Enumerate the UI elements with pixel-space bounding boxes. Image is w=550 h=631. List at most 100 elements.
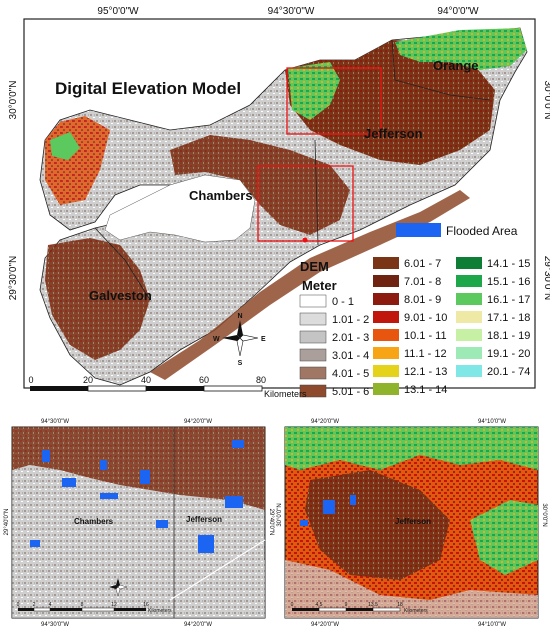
- east-label: E: [261, 336, 266, 343]
- legend-label-c3-5: 19.1 - 20: [487, 348, 530, 360]
- main-right-coord-1: 30°0'0"N: [542, 81, 550, 120]
- legend-swatch-c3-4: [456, 329, 482, 341]
- main-left-coord-1: 30°0'0"N: [8, 81, 19, 120]
- inset-left-bottom-coord-2: 94°20'0"W: [184, 622, 212, 628]
- inset-left-scale-bar: 0 2 4 8 12 16 Kilometers: [17, 602, 173, 614]
- inset-left-scale-8: 8: [81, 602, 84, 608]
- legend-label-c3-6: 20.1 - 74: [487, 366, 530, 378]
- inset-left-scale-unit: Kilometers: [148, 608, 172, 614]
- north-arrow-icon: N S E W: [213, 313, 266, 367]
- legend-unit: Meter: [302, 278, 337, 293]
- county-label-galveston: Galveston: [89, 288, 152, 303]
- inset-right-top-coord-2: 94°10'0"W: [478, 419, 506, 425]
- flood-patch: [323, 500, 335, 514]
- legend-swatch-c2-1: [373, 275, 399, 287]
- inset-right-scale-13-5: 13.5: [368, 602, 378, 608]
- inset-left-scale-16: 16: [143, 602, 149, 608]
- inset-right-green-east: [470, 500, 538, 575]
- flood-patch: [100, 460, 107, 470]
- inset-right-right-coord: 30°0'0"N: [541, 503, 547, 526]
- inset-left-top-coord-1: 94°30'0"W: [41, 419, 69, 425]
- inset-right-low-zone: [285, 560, 538, 618]
- coastal-strip: [150, 190, 470, 380]
- inset-left-left-coord: 29°40'0"N: [4, 509, 10, 536]
- scale-tick-0: 0: [28, 375, 33, 385]
- flood-patch: [42, 450, 50, 462]
- inset-left-label-jefferson: Jefferson: [186, 515, 222, 524]
- main-top-coord-1: 95°0'0"W: [97, 6, 139, 17]
- study-box-north: [286, 67, 382, 135]
- main-left-coord-2: 29°30'0"N: [8, 256, 19, 301]
- legend-swatch-c3-3: [456, 311, 482, 323]
- inset-left-low-zone: [12, 470, 265, 618]
- red-marker: [302, 237, 308, 243]
- legend-swatch-c2-6: [373, 365, 399, 377]
- inset-right-label-jefferson: Jefferson: [395, 517, 431, 526]
- legend-swatch-c3-6: [456, 365, 482, 377]
- legend-label-c1-3: 3.01 - 4: [332, 350, 369, 362]
- inset-right-scale-unit: Kilometers: [404, 608, 428, 614]
- scale-tick-40: 40: [141, 375, 151, 385]
- inset-left-scale-4: 4: [49, 602, 52, 608]
- inset-right-scale-bar: 0 4.5 9 13.5 18 Kilometers: [291, 602, 429, 614]
- legend-label-c1-0: 0 - 1: [332, 296, 354, 308]
- legend-label-c3-3: 17.1 - 18: [487, 312, 530, 324]
- flood-patch: [140, 470, 150, 484]
- legend-label-c2-3: 9.01 - 10: [404, 312, 447, 324]
- legend-title: DEM: [300, 259, 329, 274]
- legend-label-c3-2: 16.1 - 17: [487, 294, 530, 306]
- legend-label-c3-0: 14.1 - 15: [487, 258, 530, 270]
- legend-swatch-c2-3: [373, 311, 399, 323]
- main-scale-bar: 0 20 40 60 80 Kilometers: [28, 375, 307, 399]
- legend-label-c2-7: 13.1 - 14: [404, 384, 447, 396]
- county-label-jefferson: Jefferson: [364, 126, 423, 141]
- inset-left-high-zone: [12, 427, 265, 510]
- legend-swatch-c2-5: [373, 347, 399, 359]
- legend-swatch-c1-2: [299, 330, 327, 344]
- scale-unit: Kilometers: [264, 389, 307, 399]
- inset-right-green-north: [285, 427, 538, 470]
- legend-label-c2-0: 6.01 - 7: [404, 258, 441, 270]
- inset-left-label-chambers: Chambers: [74, 517, 114, 526]
- inset-left-north-arrow-icon: [109, 578, 128, 597]
- legend-swatch-c2-0: [373, 257, 399, 269]
- boundary-orange: [391, 39, 491, 101]
- inset-right-scale-4-5: 4.5: [316, 602, 323, 608]
- bay-water: [104, 174, 256, 243]
- inset-right-bottom-coord-2: 94°10'0"W: [478, 622, 506, 628]
- dem-high-chambers: [170, 135, 350, 235]
- dem-green-inset-zone: [288, 62, 340, 120]
- legend-swatch-c2-7: [373, 383, 399, 395]
- flood-patch: [350, 495, 356, 505]
- scale-tick-60: 60: [199, 375, 209, 385]
- legend-swatch-c1-3: [299, 348, 327, 362]
- inset-left: 94°30'0"W 94°20'0"W 94°30'0"W 94°20'0"W …: [4, 419, 274, 628]
- flood-patch: [225, 496, 243, 508]
- flood-patch: [198, 535, 214, 553]
- inset-right-scale-0: 0: [291, 602, 294, 608]
- north-label: N: [237, 313, 242, 320]
- inset-left-road: [169, 539, 266, 601]
- legend-swatch-c2-2: [373, 293, 399, 305]
- legend-swatch-c3-2: [456, 293, 482, 305]
- inset-right-top-coord-1: 94°20'0"W: [311, 419, 339, 425]
- inset-left-scale-12: 12: [111, 602, 117, 608]
- scale-tick-20: 20: [83, 375, 93, 385]
- south-label: S: [238, 360, 243, 367]
- legend-label-c1-2: 2.01 - 3: [332, 332, 369, 344]
- legend-label-c2-6: 12.1 - 13: [404, 366, 447, 378]
- county-label-chambers: Chambers: [189, 188, 253, 203]
- legend-swatch-c1-4: [299, 366, 327, 380]
- legend-swatch-c1-0: [299, 294, 327, 308]
- flood-patch: [62, 478, 76, 487]
- county-label-orange: Orange: [433, 58, 479, 73]
- main-map: 95°0'0"W 94°30'0"W 94°0'0"W 30°0'0"N 29°…: [8, 6, 550, 399]
- flood-patch: [30, 540, 40, 547]
- inset-right-left-coord: 30°0'0"N: [277, 503, 283, 526]
- inset-left-right-coord: 29°40'0"N: [268, 509, 274, 536]
- dem-green-west: [50, 132, 80, 160]
- legend-label-c1-4: 4.01 - 5: [332, 368, 369, 380]
- boundary-chambers-jefferson: [314, 139, 319, 246]
- inset-left-scale-0: 0: [17, 602, 20, 608]
